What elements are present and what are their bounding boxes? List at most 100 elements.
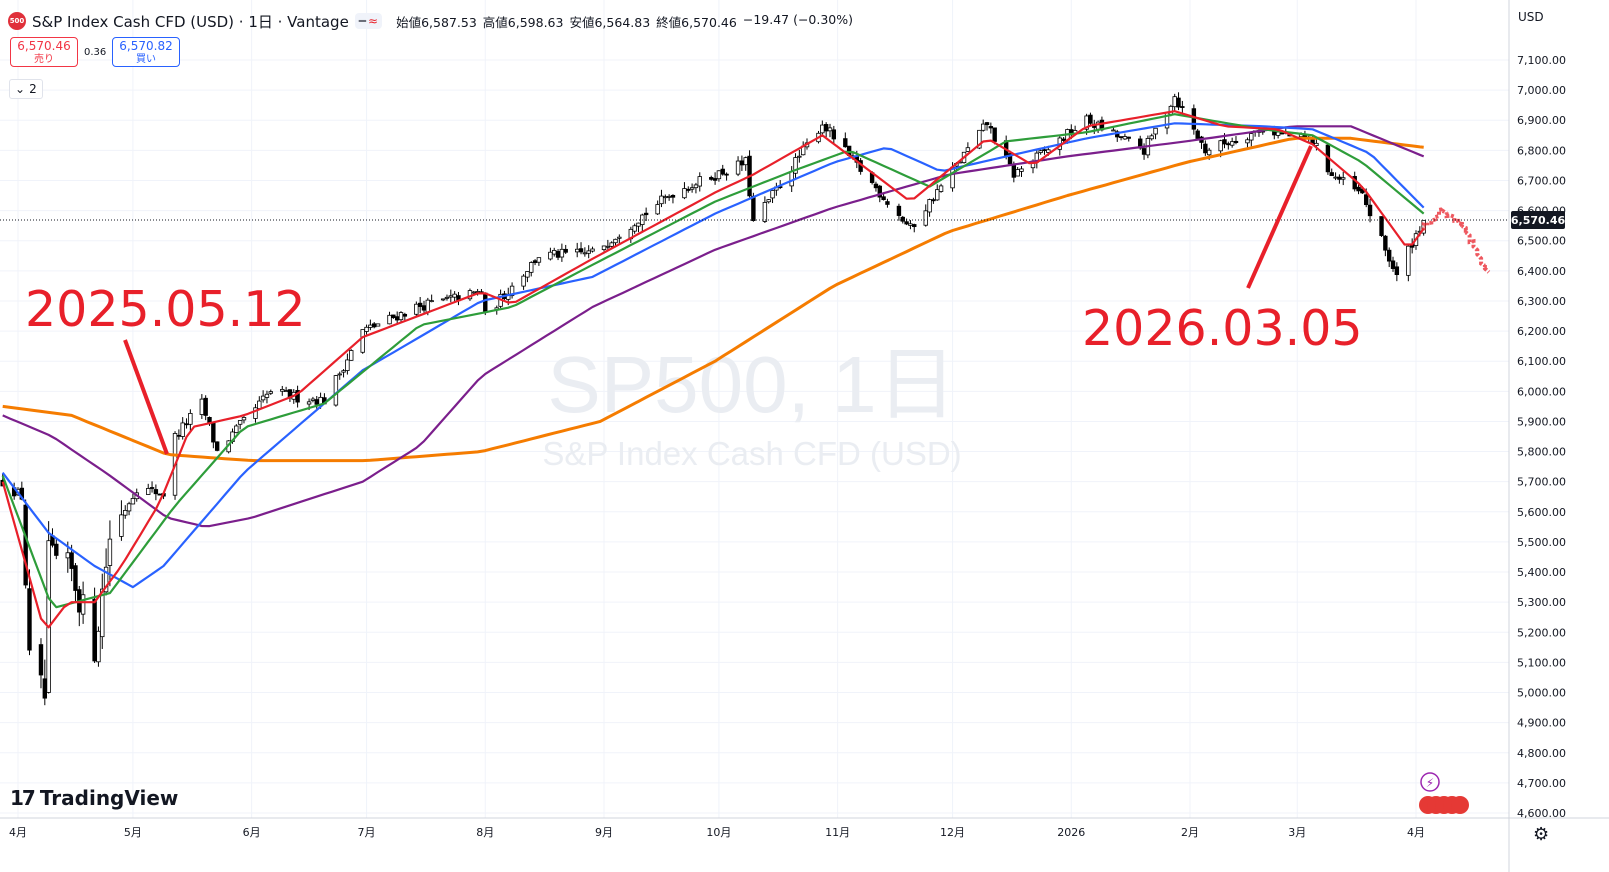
candle — [912, 223, 917, 233]
candle-body — [1367, 204, 1373, 217]
candle-body — [1046, 149, 1051, 153]
candle-body — [908, 223, 913, 226]
tv-logo-icon: 𝟭𝟳 — [10, 786, 36, 810]
candle-body — [1195, 130, 1200, 139]
candle — [360, 329, 365, 354]
candle — [908, 220, 913, 230]
candle — [417, 296, 423, 314]
candle-body — [1233, 140, 1239, 144]
candle-body — [1088, 114, 1093, 124]
indicators-toggle[interactable]: ⌄ 2 — [9, 79, 43, 99]
candle-body — [1341, 177, 1346, 180]
candle-body — [310, 398, 316, 401]
candle — [1115, 129, 1120, 142]
candle — [345, 353, 350, 375]
candle-body — [46, 540, 51, 693]
y-tick-label: 5,900.00 — [1517, 415, 1566, 428]
y-tick-label: 5,600.00 — [1517, 506, 1566, 519]
compare-toggle-icon[interactable]: ≈ — [368, 14, 379, 28]
gear-icon[interactable]: ⚙ — [1533, 824, 1550, 845]
buy-button[interactable]: 6,570.82 買い — [112, 37, 180, 67]
candle — [1379, 216, 1384, 237]
candle-body — [689, 187, 695, 190]
candle-body — [693, 184, 699, 189]
x-tick-label: 11月 — [825, 826, 850, 839]
candle-body — [1333, 176, 1338, 179]
candle — [831, 125, 837, 144]
candle — [686, 186, 691, 193]
y-tick-label: 6,200.00 — [1517, 325, 1566, 338]
candle-body — [1275, 131, 1281, 136]
candle-body — [264, 393, 270, 398]
candle — [923, 204, 928, 227]
candle — [364, 324, 369, 335]
trade-panel: 6,570.46 売り 0.36 6,570.82 買い — [10, 37, 180, 67]
candle — [820, 120, 825, 135]
y-tick-label: 5,000.00 — [1517, 687, 1566, 700]
symbol-logo-icon[interactable]: 500 — [8, 12, 26, 30]
candle-body — [609, 242, 614, 247]
candle — [211, 422, 216, 449]
candle — [295, 385, 300, 408]
candle-body — [555, 251, 561, 258]
tradingview-logo[interactable]: 𝟭𝟳 TradingView — [10, 786, 178, 810]
candle — [153, 484, 159, 501]
candle — [578, 242, 584, 255]
candle-body — [843, 138, 848, 148]
candle-body — [820, 124, 825, 134]
candle — [762, 196, 768, 224]
candle-body — [1406, 245, 1411, 276]
candle — [1367, 198, 1373, 223]
spread-value: 0.36 — [84, 46, 107, 58]
candle — [1191, 104, 1197, 135]
candle — [774, 182, 779, 196]
candle — [387, 311, 392, 325]
candle-body — [1272, 131, 1277, 136]
candle — [529, 261, 534, 277]
candle-body — [425, 299, 431, 313]
candle — [900, 215, 905, 224]
candle-body — [601, 245, 607, 251]
candle — [402, 312, 408, 321]
candle-body — [103, 566, 109, 593]
candle-body — [1176, 97, 1181, 108]
candle-body — [548, 251, 553, 260]
low-value: 6,564.83 — [594, 14, 651, 30]
event-icons[interactable]: ⚡ — [1419, 772, 1469, 814]
candle — [54, 539, 59, 560]
candle-body — [789, 171, 794, 187]
sell-button[interactable]: 6,570.46 売り — [10, 37, 78, 67]
candle — [440, 298, 446, 302]
candle — [712, 172, 718, 185]
candle — [709, 175, 714, 181]
candle-body — [107, 538, 113, 566]
candle-body — [214, 441, 220, 451]
annotation-arrow-left — [123, 339, 169, 455]
ma-line-1 — [1, 110, 1425, 629]
candle — [237, 420, 243, 430]
candle — [716, 170, 722, 182]
candle — [23, 499, 28, 589]
candle-body — [80, 594, 86, 615]
candle — [552, 247, 557, 257]
candle-body — [1394, 266, 1400, 275]
candle — [735, 156, 741, 177]
line-toggle-icon[interactable]: ━ — [358, 14, 367, 28]
candle — [1245, 137, 1250, 149]
candle-body — [483, 292, 488, 312]
candle-body — [670, 194, 676, 198]
ma-line-3 — [1, 122, 1425, 589]
currency-selector[interactable]: USD — [1514, 10, 1548, 24]
x-tick-label: 10月 — [706, 826, 731, 839]
candle-body — [27, 588, 32, 651]
header-toggle[interactable]: ━ ≈ — [354, 13, 383, 29]
symbol-title[interactable]: S&P Index Cash CFD (USD) · 1日 · Vantage — [32, 12, 349, 31]
candle — [1394, 262, 1400, 282]
candle-body — [146, 488, 151, 495]
y-tick-label: 6,800.00 — [1517, 144, 1566, 157]
x-tick-label: 9月 — [595, 826, 613, 839]
candle-body — [1011, 163, 1017, 178]
candle — [1195, 128, 1200, 140]
y-tick-label: 4,800.00 — [1517, 747, 1566, 760]
